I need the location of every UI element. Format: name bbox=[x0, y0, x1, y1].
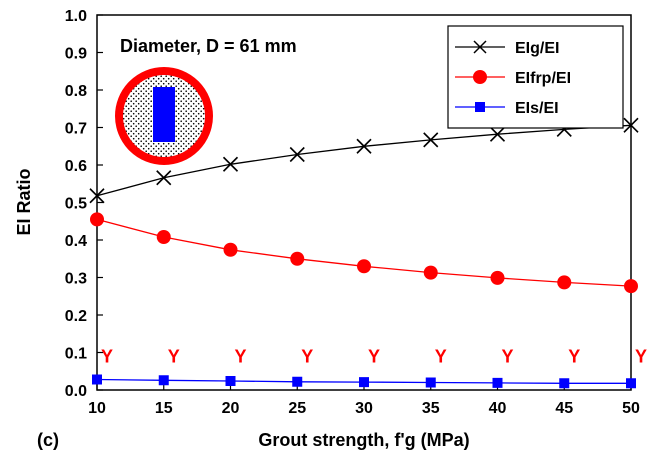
y-tick-label: 0.5 bbox=[65, 196, 87, 213]
data-point-circle bbox=[223, 242, 238, 257]
yield-marker: Y bbox=[501, 346, 513, 366]
data-point-circle bbox=[423, 265, 438, 280]
x-tick-label: 20 bbox=[222, 400, 240, 417]
series-layer bbox=[89, 117, 639, 389]
x-axis: 10 15 20 25 30 35 40 45 50 bbox=[88, 384, 640, 417]
y-tick-label: 0.6 bbox=[65, 158, 87, 175]
data-point-x bbox=[356, 138, 372, 154]
x-tick-label: 45 bbox=[555, 400, 573, 417]
y-tick-label: 0.0 bbox=[65, 383, 87, 400]
diameter-annotation: Diameter, D = 61 mm bbox=[120, 36, 297, 56]
data-point-x bbox=[222, 156, 239, 172]
x-tick-label: 40 bbox=[489, 400, 507, 417]
data-point-circle bbox=[490, 270, 505, 285]
data-point-square bbox=[225, 376, 236, 386]
y-tick-label: 0.8 bbox=[65, 83, 87, 100]
y-tick-label: 0.7 bbox=[65, 121, 87, 138]
y-tick-label: 0.4 bbox=[65, 233, 87, 250]
y-tick-label: 0.2 bbox=[65, 308, 87, 325]
yield-marker: Y bbox=[168, 346, 180, 366]
data-point-x bbox=[489, 126, 506, 142]
y-tick-label: 0.1 bbox=[65, 346, 87, 363]
data-point-x bbox=[423, 132, 439, 148]
legend-label-eig: EIg/EI bbox=[515, 40, 559, 57]
data-point-x bbox=[289, 146, 305, 163]
y-axis-title: EI Ratio bbox=[14, 168, 34, 235]
data-point-circle bbox=[90, 212, 104, 227]
data-point-square bbox=[92, 374, 102, 385]
data-point-square bbox=[559, 378, 570, 389]
x-tick-label: 30 bbox=[355, 400, 373, 417]
data-point-square bbox=[425, 377, 436, 388]
x-tick-label: 10 bbox=[88, 400, 106, 417]
yield-marker: Y bbox=[301, 346, 313, 366]
yield-marker: Y bbox=[435, 346, 447, 366]
panel-label: (c) bbox=[37, 430, 59, 450]
y-tick-label: 0.9 bbox=[65, 46, 87, 63]
y-tick-label: 0.3 bbox=[65, 271, 87, 288]
legend-item-eig: EIg/EI bbox=[455, 40, 559, 57]
legend-label-eifrp: EIfrp/EI bbox=[515, 70, 571, 87]
data-point-square bbox=[158, 375, 169, 386]
legend: EIg/EI EIfrp/EI EIs/EI bbox=[447, 25, 624, 129]
legend-item-eis: EIs/EI bbox=[455, 100, 559, 117]
y-tick-label: 1.0 bbox=[65, 8, 87, 25]
x-axis-title: Grout strength, f'g (MPa) bbox=[258, 430, 469, 450]
data-point-square bbox=[626, 378, 636, 389]
yield-marker: Y bbox=[101, 346, 113, 366]
legend-label-eis: EIs/EI bbox=[515, 100, 559, 117]
x-tick-label: 25 bbox=[288, 400, 306, 417]
data-point-circle bbox=[290, 251, 305, 266]
x-tick-label: 15 bbox=[155, 400, 173, 417]
y-axis: 0.0 0.1 0.2 0.3 0.4 0.5 0.6 0.7 0.8 0.9 1.0 bbox=[65, 8, 103, 400]
yield-marker: Y bbox=[568, 346, 580, 366]
data-point-circle bbox=[357, 259, 371, 274]
data-point-circle bbox=[156, 230, 171, 244]
x-tick-label: 50 bbox=[622, 400, 640, 417]
legend-item-eifrp: EIfrp/EI bbox=[455, 70, 571, 87]
data-point-square bbox=[359, 377, 369, 388]
yield-marker: Y bbox=[234, 346, 246, 366]
data-point-square bbox=[492, 377, 503, 388]
data-point-x bbox=[623, 117, 639, 133]
yield-marker: Y bbox=[368, 346, 380, 366]
data-point-x bbox=[89, 188, 105, 204]
data-point-square bbox=[292, 376, 303, 387]
x-tick-label: 35 bbox=[422, 400, 440, 417]
cross-section-icon bbox=[115, 67, 213, 165]
data-point-x bbox=[156, 170, 172, 186]
data-point-circle bbox=[624, 279, 638, 294]
yield-marker: Y bbox=[635, 346, 647, 366]
data-point-circle bbox=[557, 275, 572, 290]
